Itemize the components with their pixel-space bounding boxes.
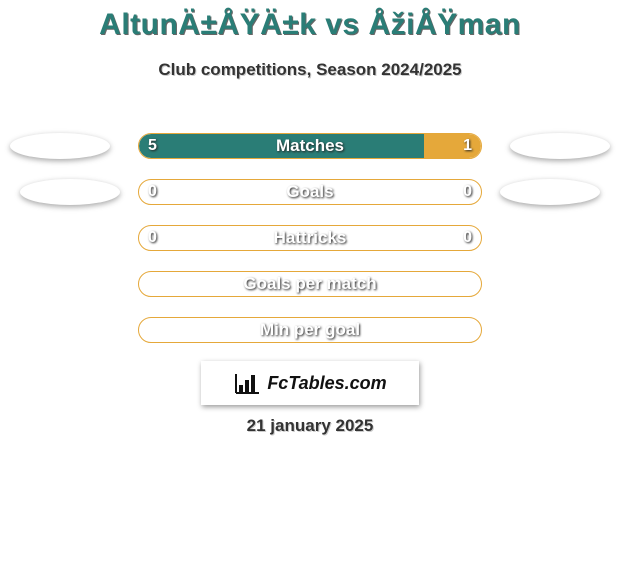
subtitle: Club competitions, Season 2024/2025: [0, 60, 620, 80]
stat-value-left: 5: [148, 137, 157, 155]
stat-row-goals: Goals 0 0: [0, 179, 620, 205]
page-title: AltunÄ±ÅŸÄ±k vs ÅžiÅŸman: [0, 8, 620, 42]
date-line: 21 january 2025: [0, 416, 620, 436]
stat-value-right: 1: [463, 137, 472, 155]
brand-box[interactable]: FcTables.com: [201, 361, 419, 405]
stat-value-left: 0: [148, 183, 157, 201]
stat-label: Hattricks: [138, 228, 482, 248]
stat-row-goals-per-match: Goals per match: [0, 271, 620, 297]
brand-chart-icon: [233, 371, 261, 395]
stat-value-right: 0: [463, 183, 472, 201]
stats-area: Matches 5 1 Goals 0 0 Hattricks 0 0 Goal…: [0, 133, 620, 363]
stat-row-min-per-goal: Min per goal: [0, 317, 620, 343]
stat-row-matches: Matches 5 1: [0, 133, 620, 159]
stat-row-hattricks: Hattricks 0 0: [0, 225, 620, 251]
stat-label: Goals: [138, 182, 482, 202]
stat-label: Goals per match: [138, 274, 482, 294]
stat-value-right: 0: [463, 229, 472, 247]
stat-label: Min per goal: [138, 320, 482, 340]
stat-label: Matches: [138, 136, 482, 156]
comparison-card: AltunÄ±ÅŸÄ±k vs ÅžiÅŸman Club competitio…: [0, 8, 620, 588]
brand-text: FcTables.com: [267, 373, 386, 394]
stat-value-left: 0: [148, 229, 157, 247]
